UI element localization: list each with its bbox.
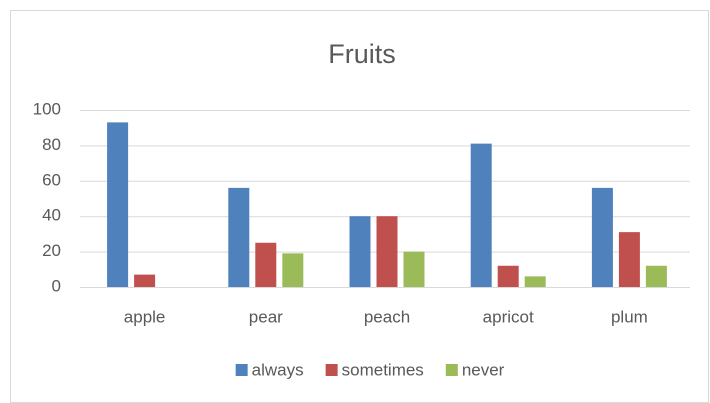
legend-label: sometimes (342, 360, 424, 379)
legend-swatch (235, 364, 248, 376)
bar (255, 242, 277, 287)
bar (376, 216, 398, 287)
bar (470, 143, 492, 287)
bar (282, 253, 304, 287)
x-tick-label: pear (249, 307, 283, 326)
bar (349, 216, 371, 287)
bar (228, 187, 250, 287)
bar (524, 276, 546, 287)
y-tick-label: 100 (33, 99, 61, 118)
legend-label: never (462, 360, 505, 379)
y-tick-label: 60 (42, 170, 61, 189)
y-tick-label: 20 (42, 241, 61, 260)
bar (645, 265, 667, 287)
bar (591, 187, 613, 287)
x-tick-label: apricot (483, 307, 534, 326)
y-tick-label: 80 (42, 135, 61, 154)
bar (497, 265, 519, 287)
bar (618, 232, 640, 287)
y-tick-label: 40 (42, 206, 61, 225)
legend-label: always (252, 360, 304, 379)
legend: always sometimes never (235, 360, 505, 379)
x-tick-label: apple (124, 307, 166, 326)
legend-swatch (325, 364, 338, 376)
x-tick-label: plum (611, 307, 648, 326)
x-tick-label: peach (364, 307, 410, 326)
bar (403, 251, 425, 287)
y-tick-label: 0 (52, 276, 61, 295)
chart-title: Fruits (328, 39, 396, 69)
bar (107, 122, 129, 287)
legend-swatch (445, 364, 458, 376)
bar (134, 274, 156, 287)
